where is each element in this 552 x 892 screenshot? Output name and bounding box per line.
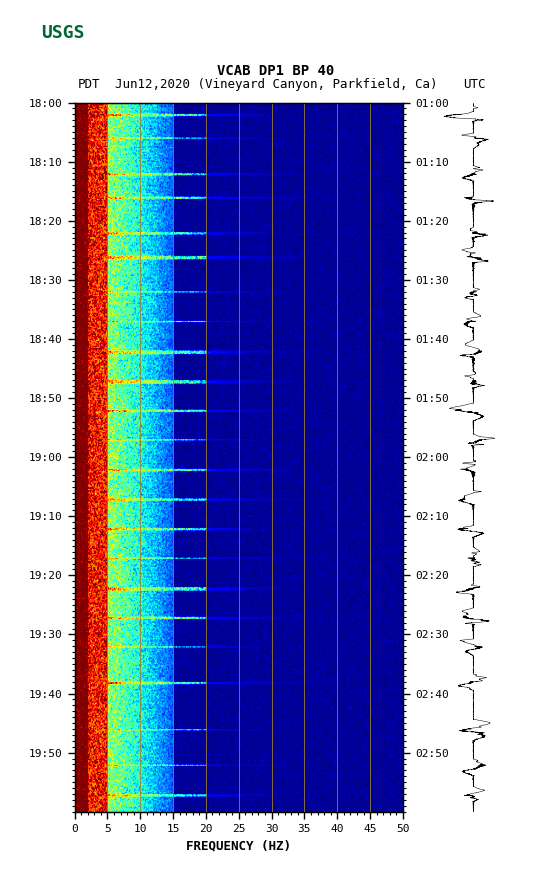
X-axis label: FREQUENCY (HZ): FREQUENCY (HZ) xyxy=(186,839,291,852)
Text: UTC: UTC xyxy=(463,78,486,91)
Text: VCAB DP1 BP 40: VCAB DP1 BP 40 xyxy=(217,63,335,78)
Text: Jun12,2020 (Vineyard Canyon, Parkfield, Ca): Jun12,2020 (Vineyard Canyon, Parkfield, … xyxy=(115,78,437,91)
Polygon shape xyxy=(6,4,22,37)
Text: USGS: USGS xyxy=(41,24,85,42)
Text: PDT: PDT xyxy=(77,78,100,91)
